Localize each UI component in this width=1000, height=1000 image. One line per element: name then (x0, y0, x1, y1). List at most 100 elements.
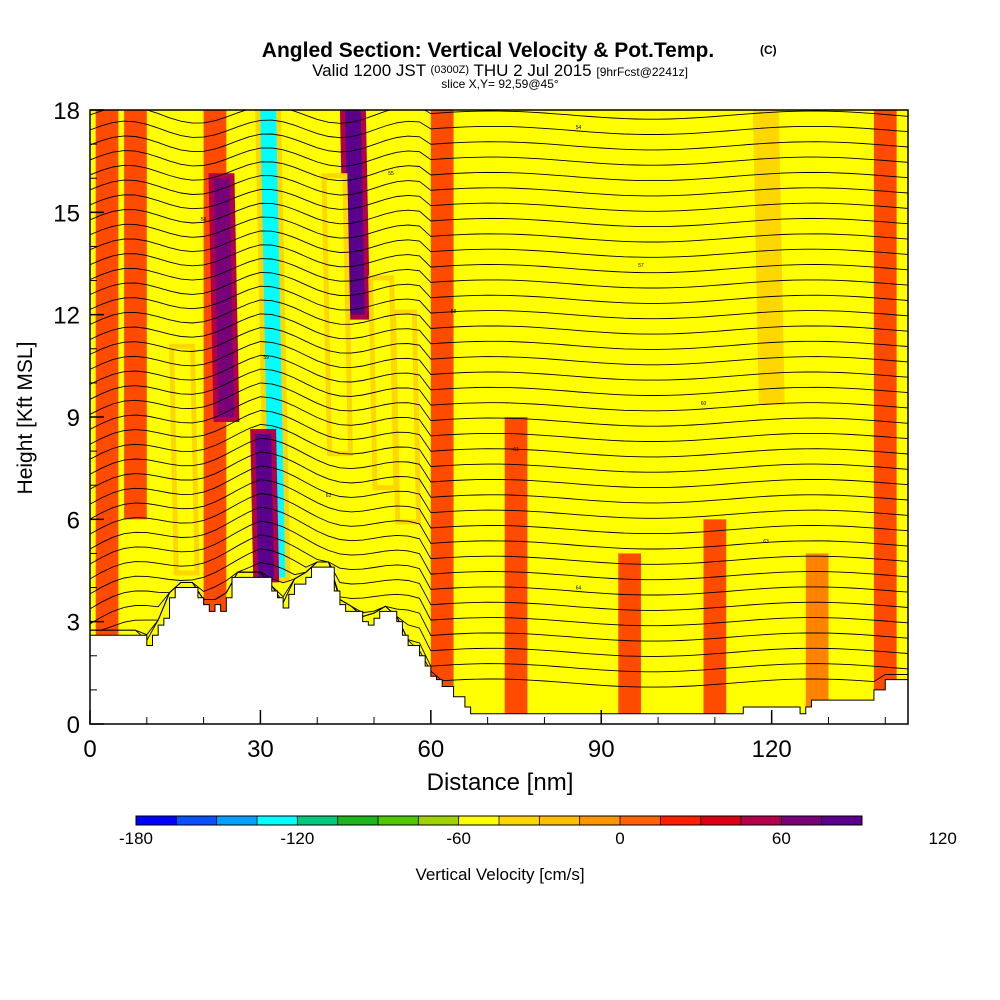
x-tick-label: 0 (83, 736, 96, 763)
colorbar-swatch (499, 816, 540, 825)
colorbar-swatch (539, 816, 581, 825)
isotherm-line-22 (90, 313, 908, 350)
y-tick-label: 12 (53, 303, 80, 330)
field-band-4 (504, 417, 528, 724)
field-feature-2 (344, 110, 365, 315)
colorbar-tick-label: 60 (772, 829, 791, 848)
colorbar-swatch (418, 816, 460, 825)
isotherm-label: 61 (513, 447, 519, 453)
field-feature-8 (174, 348, 195, 571)
isotherm-line-3 (90, 561, 908, 642)
valid-date: THU 2 Jul 2015 (474, 61, 592, 80)
colorbar-swatch (378, 816, 419, 825)
isotherm-line-15 (90, 410, 908, 458)
colorbar-swatch (136, 816, 177, 825)
valid-utc: (0300Z) (431, 64, 470, 76)
y-tick-label: 18 (53, 98, 80, 125)
isotherm-line-33 (90, 161, 908, 182)
x-tick-label: 60 (417, 736, 444, 763)
y-axis-label: Height [Kft MSL] (14, 342, 37, 495)
isotherm-line-25 (90, 271, 908, 304)
isotherm-line-5 (90, 548, 908, 611)
isotherm-line-17 (90, 382, 908, 427)
isotherm-line-14 (90, 423, 908, 473)
isotherm-line-32 (90, 175, 908, 197)
isotherm-label: 62 (326, 493, 332, 499)
colorbar-swatch (216, 816, 258, 825)
isotherm-line-12 (90, 451, 908, 504)
isotherm-line-28 (90, 230, 908, 258)
colorbar-swatch (579, 816, 621, 825)
isotherm-line-18 (90, 368, 908, 412)
colorbar-label: Vertical Velocity [cm/s] (415, 865, 584, 884)
valid-time: Valid 1200 JST (312, 61, 426, 80)
isotherm-line-24 (90, 285, 908, 320)
y-tick-label: 0 (67, 712, 80, 739)
field-feature-1 (255, 434, 275, 578)
slice-info: slice X,Y= 92,59@45° (441, 77, 559, 91)
isotherm-line-34 (90, 147, 908, 167)
field-feature-0 (260, 110, 286, 578)
isotherm-line-13 (90, 437, 908, 489)
isotherm-label: 56 (201, 217, 207, 223)
terrain-mask (90, 566, 908, 724)
forecast-info: [9hrFcst@2241z] (596, 65, 688, 79)
isotherm-label: 54 (576, 125, 582, 131)
field-band-7 (805, 553, 829, 724)
isotherm-label: 58 (451, 309, 457, 315)
isotherm-line-16 (90, 396, 908, 442)
colorbar-tick-label: -180 (119, 829, 153, 848)
isotherm-line-11 (90, 465, 908, 519)
colorbar-tick-label: 120 (928, 829, 956, 848)
field-feature-5 (373, 280, 394, 486)
colorbar-swatch (176, 816, 218, 825)
colorbar-swatch (741, 816, 782, 825)
y-tick-label: 9 (67, 405, 80, 432)
isotherm-line-36 (90, 119, 908, 139)
isotherm-line-30 (90, 202, 908, 228)
x-tick-label: 30 (247, 736, 274, 763)
field-band-5 (618, 553, 642, 724)
field-band-8 (873, 110, 897, 724)
plot-area: 6665646362616059585756555453 (90, 79, 908, 724)
isotherm-label: 57 (638, 263, 644, 269)
x-tick-label: 120 (752, 736, 792, 763)
colorbar-swatch (781, 816, 823, 825)
y-tick-label: 6 (67, 507, 80, 534)
colorbar-swatch (297, 816, 339, 825)
isotherm-contours: 6665646362616059585756555453 (90, 79, 908, 688)
isotherm-line-7 (90, 520, 908, 581)
colorbar-swatch (337, 816, 379, 825)
colorbar-tick-label: 0 (615, 829, 624, 848)
field-feature-3 (213, 178, 235, 417)
field-band-6 (703, 519, 727, 724)
chart-title-unit: (C) (760, 43, 777, 57)
isotherm-label: 53 (763, 79, 769, 85)
isotherm-line-19 (90, 354, 908, 396)
colorbar-swatch (458, 816, 500, 825)
isotherm-line-38 (90, 91, 908, 108)
colorbar: -180 -120 -60 0 60 120 (119, 815, 957, 848)
colorbar-swatch (821, 816, 863, 825)
isotherm-line-20 (90, 341, 908, 381)
field-feature-4 (326, 178, 348, 452)
y-tick-label: 3 (67, 610, 80, 637)
isotherm-line-31 (90, 189, 908, 212)
field-band-3 (430, 110, 454, 724)
x-tick-label: 90 (588, 736, 615, 763)
colorbar-swatch (257, 816, 298, 825)
isotherm-label: 63 (763, 539, 769, 545)
colorbar-tick-label: -120 (280, 829, 314, 848)
isotherm-label: 55 (388, 171, 394, 177)
chart-title: Angled Section: Vertical Velocity & Pot.… (262, 39, 714, 62)
colorbar-swatch (620, 816, 661, 825)
colorbar-tick-label: -60 (446, 829, 471, 848)
isotherm-label: 60 (701, 401, 707, 407)
isotherm-line-6 (90, 534, 908, 596)
isotherm-line-26 (90, 258, 908, 289)
velocity-field (95, 110, 897, 724)
isotherm-line-37 (90, 110, 908, 124)
isotherm-label: 59 (263, 355, 269, 361)
isotherm-line-27 (90, 244, 908, 274)
